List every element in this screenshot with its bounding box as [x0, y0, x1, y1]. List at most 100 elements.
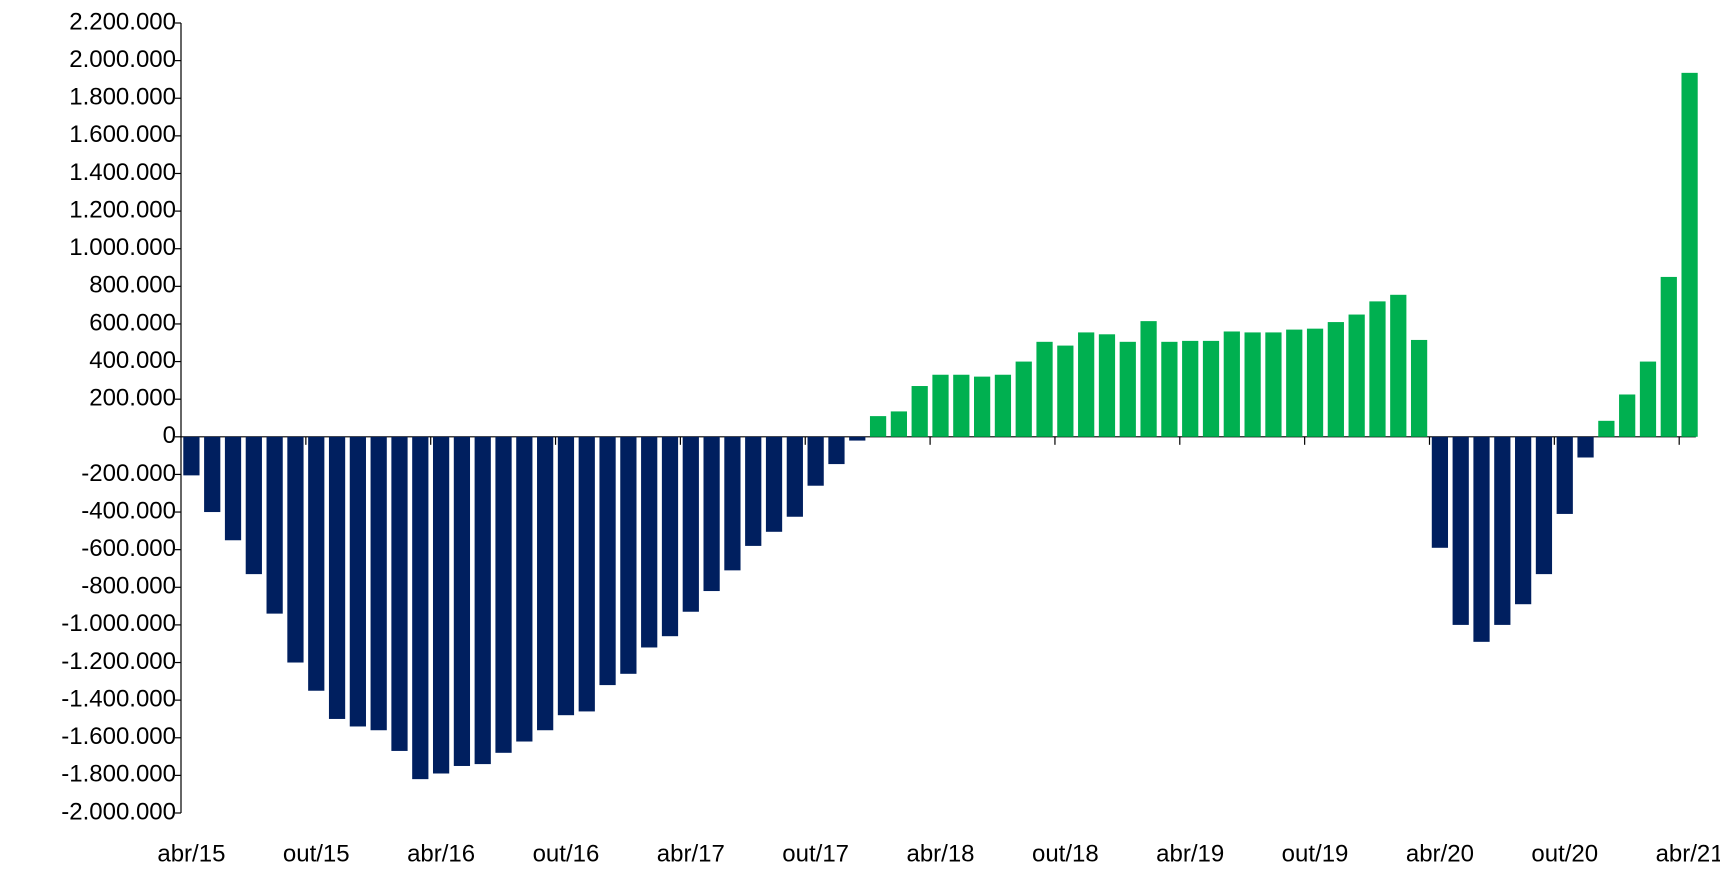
bar — [578, 436, 595, 712]
bar — [1036, 341, 1053, 437]
x-tick-label: abr/15 — [157, 840, 225, 867]
y-tick-label: 0 — [163, 422, 176, 449]
bar — [474, 436, 491, 765]
x-tick-label: abr/20 — [1406, 840, 1474, 867]
y-tick-label: -600.000 — [81, 535, 176, 562]
bar — [349, 436, 366, 727]
bar — [287, 436, 304, 663]
bar — [828, 436, 845, 465]
bar — [1348, 314, 1365, 437]
x-tick-label: abr/17 — [657, 840, 725, 867]
bar — [537, 436, 554, 731]
bar — [308, 436, 325, 691]
y-tick-label: 1.800.000 — [69, 84, 176, 111]
x-tick-label: out/17 — [782, 840, 849, 867]
y-tick-label: 2.200.000 — [69, 8, 176, 35]
bar — [1577, 436, 1594, 458]
y-tick-label: -1.600.000 — [61, 723, 176, 750]
bar — [1515, 436, 1532, 605]
bar — [765, 436, 783, 532]
bar — [807, 436, 824, 486]
bar — [557, 436, 575, 716]
x-tick-label: abr/16 — [407, 840, 475, 867]
x-tick-label: out/19 — [1282, 840, 1349, 867]
bar — [1306, 328, 1324, 437]
bar — [1286, 329, 1303, 437]
bar — [974, 376, 991, 437]
bar — [1182, 340, 1199, 437]
bar — [1265, 332, 1282, 437]
y-tick-label: -2.000.000 — [61, 798, 176, 825]
bar — [1223, 331, 1240, 437]
x-tick-label: out/15 — [283, 840, 350, 867]
x-tick-label: abr/18 — [906, 840, 974, 867]
bar — [328, 436, 346, 719]
y-tick-label: -800.000 — [81, 573, 176, 600]
bar — [204, 436, 221, 513]
bar — [432, 436, 450, 774]
bar — [1452, 436, 1469, 625]
bar — [1681, 72, 1698, 437]
bar — [1556, 436, 1573, 514]
bar — [1057, 345, 1074, 437]
bar — [224, 436, 242, 541]
bar — [1140, 321, 1157, 437]
bar — [849, 436, 866, 441]
y-tick-label: -1.800.000 — [61, 761, 176, 788]
bar — [682, 436, 699, 612]
bar — [1161, 341, 1178, 437]
bar — [1327, 322, 1344, 437]
bar — [495, 436, 512, 753]
bar — [620, 436, 637, 674]
bar — [661, 436, 679, 637]
y-tick-label: -400.000 — [81, 497, 176, 524]
bar — [911, 386, 928, 437]
bar — [1431, 436, 1449, 548]
bar — [412, 436, 429, 780]
bar — [1494, 436, 1511, 625]
y-tick-label: -1.200.000 — [61, 648, 176, 675]
bar — [724, 436, 741, 571]
bar — [1369, 301, 1386, 437]
bar — [370, 436, 387, 731]
bar — [1244, 332, 1261, 437]
y-tick-label: 600.000 — [89, 309, 176, 336]
bar — [1410, 339, 1428, 437]
bar — [1098, 334, 1116, 437]
bar — [932, 374, 949, 437]
y-tick-label: 1.000.000 — [69, 234, 176, 261]
bar — [1078, 332, 1095, 437]
bar — [1660, 276, 1677, 437]
bar — [641, 436, 658, 648]
bar — [1619, 394, 1636, 437]
bar — [1202, 340, 1220, 437]
bar — [869, 416, 887, 437]
bar — [1015, 361, 1032, 437]
bar — [1598, 420, 1615, 437]
y-tick-label: 1.600.000 — [69, 121, 176, 148]
y-tick-label: -200.000 — [81, 460, 176, 487]
y-tick-label: 2.000.000 — [69, 46, 176, 73]
x-tick-label: out/16 — [533, 840, 600, 867]
bar — [245, 436, 262, 575]
x-tick-label: out/20 — [1531, 840, 1598, 867]
y-tick-label: -1.400.000 — [61, 685, 176, 712]
bar — [183, 436, 200, 476]
bar — [1535, 436, 1553, 575]
y-tick-label: 1.200.000 — [69, 196, 176, 223]
bar — [1119, 341, 1136, 437]
x-tick-label: abr/19 — [1156, 840, 1224, 867]
bar — [599, 436, 616, 686]
x-tick-label: out/18 — [1032, 840, 1099, 867]
bar — [266, 436, 283, 614]
bar — [953, 374, 970, 437]
bar — [1639, 361, 1657, 437]
y-tick-label: -1.000.000 — [61, 610, 176, 637]
y-tick-label: 400.000 — [89, 347, 176, 374]
bar — [786, 436, 803, 517]
x-tick-label: abr/21 — [1656, 840, 1720, 867]
bar — [890, 411, 907, 437]
bar — [391, 436, 408, 751]
bar — [703, 436, 720, 592]
